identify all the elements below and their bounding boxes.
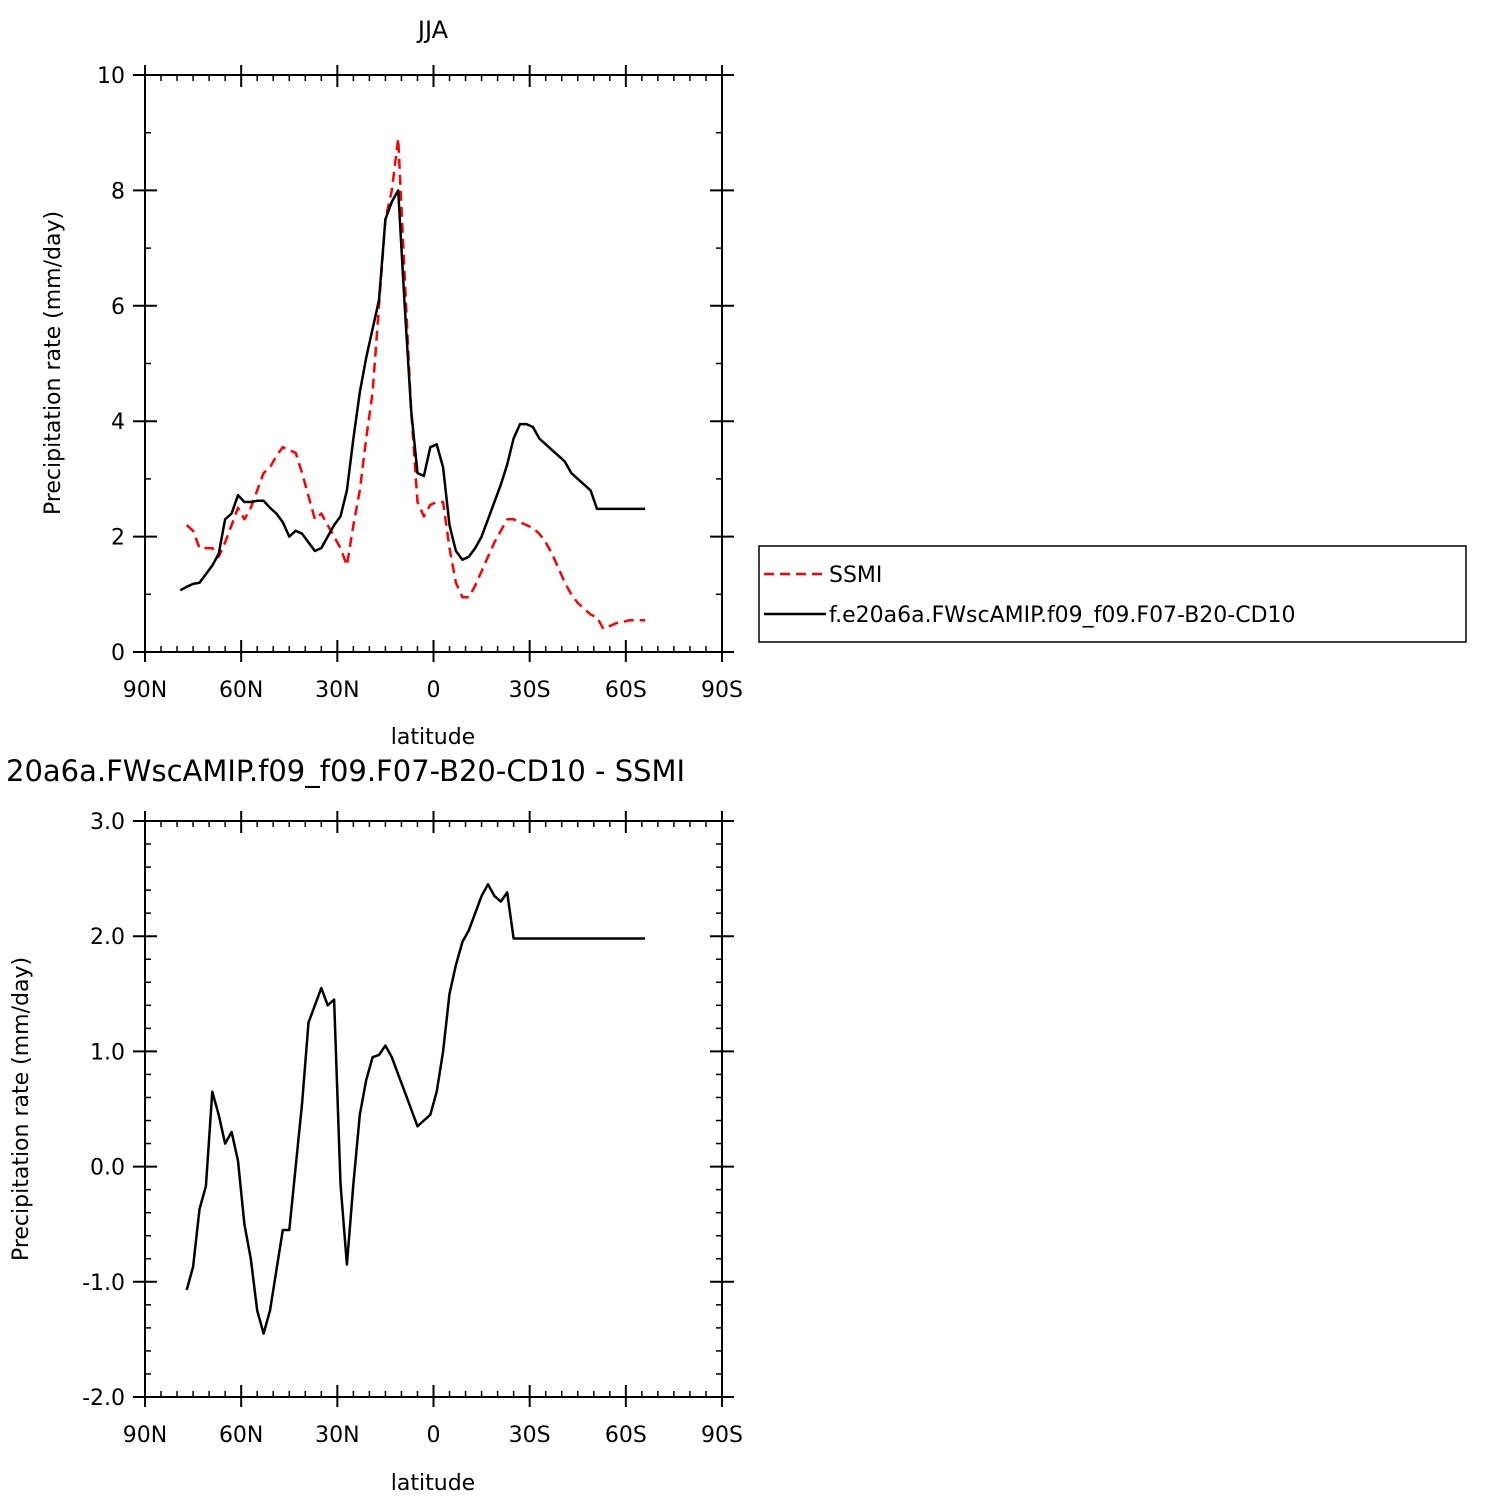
ssmi-series-line	[185, 137, 646, 631]
data-series	[179, 137, 646, 631]
x-tick-label: 30N	[315, 1423, 359, 1448]
y-tick-label: 4	[111, 410, 125, 435]
data-series	[185, 883, 646, 1335]
legend-label-model: f.e20a6a.FWscAMIP.f09_f09.F07-B20-CD10	[829, 603, 1296, 628]
legend-box	[758, 545, 1467, 643]
legend: SSMI f.e20a6a.FWscAMIP.f09_f09.F07-B20-C…	[758, 545, 1467, 643]
y-tick-label: 0	[111, 641, 125, 666]
x-axis-label: latitude	[391, 1471, 475, 1496]
chart-title: JJA	[416, 16, 449, 44]
x-tick-label: 30N	[315, 678, 359, 703]
y-tick-label: 10	[97, 64, 125, 89]
x-tick-label: 60N	[219, 1423, 263, 1448]
x-tick-label: 90N	[123, 1423, 167, 1448]
plot-frame	[144, 74, 723, 653]
y-axis-label: Precipitation rate (mm/day)	[41, 211, 66, 515]
axis-ticks	[133, 65, 734, 662]
top-chart: JJA 90N 60N 30N 0 30S 60S 90S 0 2 4 6 8 10 latitude…	[41, 16, 743, 750]
y-tick-label: -2.0	[82, 1386, 125, 1411]
y-tick-label: 2.0	[90, 925, 125, 950]
difference-series-line	[185, 883, 646, 1335]
chart-title: 20a6a.FWscAMIP.f09_f09.F07-B20-CD10 - SS…	[6, 754, 685, 788]
x-tick-label: 60S	[605, 678, 647, 703]
y-tick-labels: 0 2 4 6 8 10	[97, 64, 125, 666]
x-tick-label: 30S	[509, 1423, 551, 1448]
axis-ticks	[133, 811, 734, 1407]
legend-label-ssmi: SSMI	[829, 563, 882, 588]
x-tick-labels: 90N 60N 30N 0 30S 60S 90S	[123, 1423, 743, 1448]
x-tick-label: 90N	[123, 678, 167, 703]
y-tick-labels: -2.0 -1.0 0.0 1.0 2.0 3.0	[82, 810, 125, 1411]
x-tick-label: 90S	[701, 1423, 743, 1448]
y-tick-label: 0.0	[90, 1156, 125, 1181]
x-tick-label: 90S	[701, 678, 743, 703]
y-axis-label: Precipitation rate (mm/day)	[9, 957, 34, 1261]
y-tick-label: -1.0	[82, 1271, 125, 1296]
y-tick-label: 1.0	[90, 1040, 125, 1065]
plot-frame	[144, 820, 723, 1398]
x-axis-label: latitude	[391, 725, 475, 750]
x-tick-label: 60S	[605, 1423, 647, 1448]
x-tick-label: 60N	[219, 678, 263, 703]
x-tick-label: 30S	[509, 678, 551, 703]
x-tick-labels: 90N 60N 30N 0 30S 60S 90S	[123, 678, 743, 703]
y-tick-label: 2	[111, 526, 125, 551]
y-tick-label: 3.0	[90, 810, 125, 835]
x-tick-label: 0	[427, 678, 441, 703]
f-e20a6a-fwscamip-f09-f09-f07-b20-cd10-series-line	[179, 189, 646, 592]
y-tick-label: 8	[111, 179, 125, 204]
y-tick-label: 6	[111, 295, 125, 320]
bottom-chart: 20a6a.FWscAMIP.f09_f09.F07-B20-CD10 - SS…	[6, 754, 743, 1496]
x-tick-label: 0	[427, 1423, 441, 1448]
